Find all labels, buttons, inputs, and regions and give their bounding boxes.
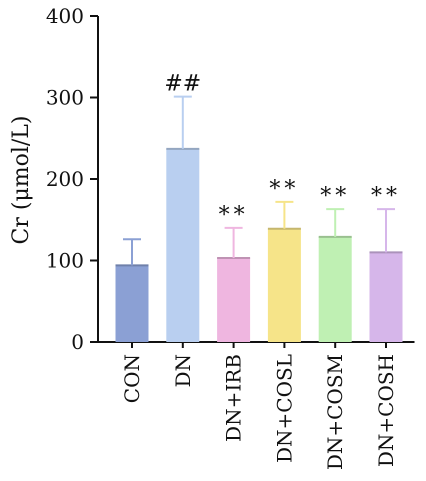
x-tick-label: DN <box>171 354 195 388</box>
y-tick-label: 200 <box>46 167 84 191</box>
significance-label: ** <box>269 177 299 202</box>
bars <box>115 95 403 342</box>
axes: 0 100 200 300 400 <box>46 4 415 354</box>
bar <box>267 228 301 342</box>
bar <box>318 236 352 342</box>
y-tick-label: 300 <box>46 86 84 110</box>
significance-label: ** <box>371 184 401 209</box>
x-tick-label: CON <box>120 354 144 403</box>
bar <box>217 258 251 342</box>
labels: CON ## DN ** DN+IRB ** DN+COSL ** DN+COSM ** DN+CO… <box>120 72 401 470</box>
bar <box>166 148 200 342</box>
y-tick-label: 100 <box>46 249 84 273</box>
significance-label: ** <box>219 203 249 228</box>
significance-label: ** <box>320 184 350 209</box>
bar <box>115 265 149 342</box>
y-axis-label: Cr (μmol/L) <box>9 116 34 245</box>
x-tick-label: DN+COSH <box>374 354 398 467</box>
bar <box>369 252 403 342</box>
x-tick-label: DN+COSL <box>272 354 296 463</box>
y-tick-label: 400 <box>46 4 84 28</box>
significance-label: ## <box>164 72 201 97</box>
y-tick-label: 0 <box>71 330 84 354</box>
x-tick-label: DN+IRB <box>222 354 246 442</box>
x-tick-label: DN+COSM <box>323 354 347 470</box>
